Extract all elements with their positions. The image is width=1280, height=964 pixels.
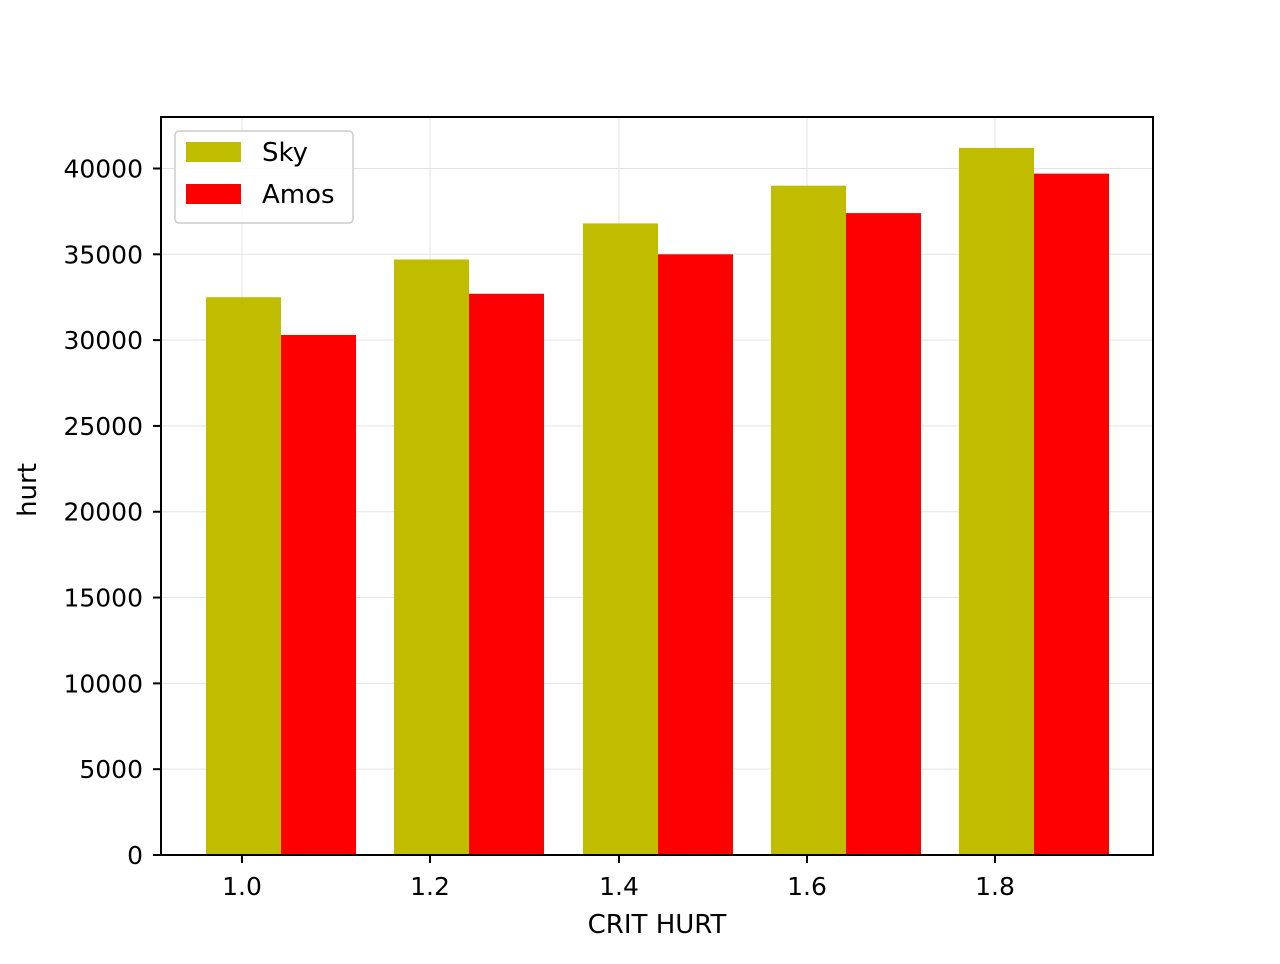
x-tick-label: 1.8 — [975, 872, 1015, 901]
y-tick-label: 25000 — [63, 412, 143, 441]
x-tick-label: 1.4 — [599, 872, 639, 901]
y-tick-label: 40000 — [63, 154, 143, 183]
bar-sky-1.4 — [583, 223, 658, 855]
y-tick-label: 5000 — [79, 755, 143, 784]
bar-amos-1.6 — [846, 213, 921, 855]
x-axis-label: CRIT HURT — [588, 910, 727, 940]
bar-sky-1.6 — [771, 185, 846, 855]
legend: Sky Amos — [174, 130, 354, 224]
y-axis-label: hurt — [13, 463, 43, 517]
bar-sky-1.8 — [959, 147, 1034, 856]
y-tick-label: 0 — [127, 841, 143, 870]
y-tick-label: 10000 — [63, 669, 143, 698]
x-tick-label: 1.6 — [787, 872, 827, 901]
plot-area-frame — [160, 116, 1154, 856]
legend-swatch-amos — [186, 184, 241, 204]
bars — [206, 147, 1109, 856]
bar-amos-1.8 — [1034, 173, 1109, 855]
bar-sky-1.2 — [394, 259, 469, 855]
bar-amos-1.4 — [658, 254, 733, 856]
x-tick-label: 1.2 — [410, 872, 450, 901]
y-tick-label: 20000 — [63, 498, 143, 527]
legend-swatch-sky — [186, 142, 241, 162]
bar-sky-1.0 — [206, 297, 281, 855]
y-tick-label: 30000 — [63, 326, 143, 355]
bar-amos-1.2 — [469, 293, 544, 855]
x-tick-label: 1.0 — [222, 872, 262, 901]
y-tick-label: 35000 — [63, 240, 143, 269]
bar-amos-1.0 — [281, 334, 356, 856]
y-tick-label: 15000 — [63, 584, 143, 613]
axis-ticks: 0 5000 10000 15000 20000 25000 30000 35000 40000… — [63, 154, 1014, 901]
legend-label-sky: Sky — [262, 138, 308, 168]
legend-label-amos: Amos — [262, 180, 335, 210]
